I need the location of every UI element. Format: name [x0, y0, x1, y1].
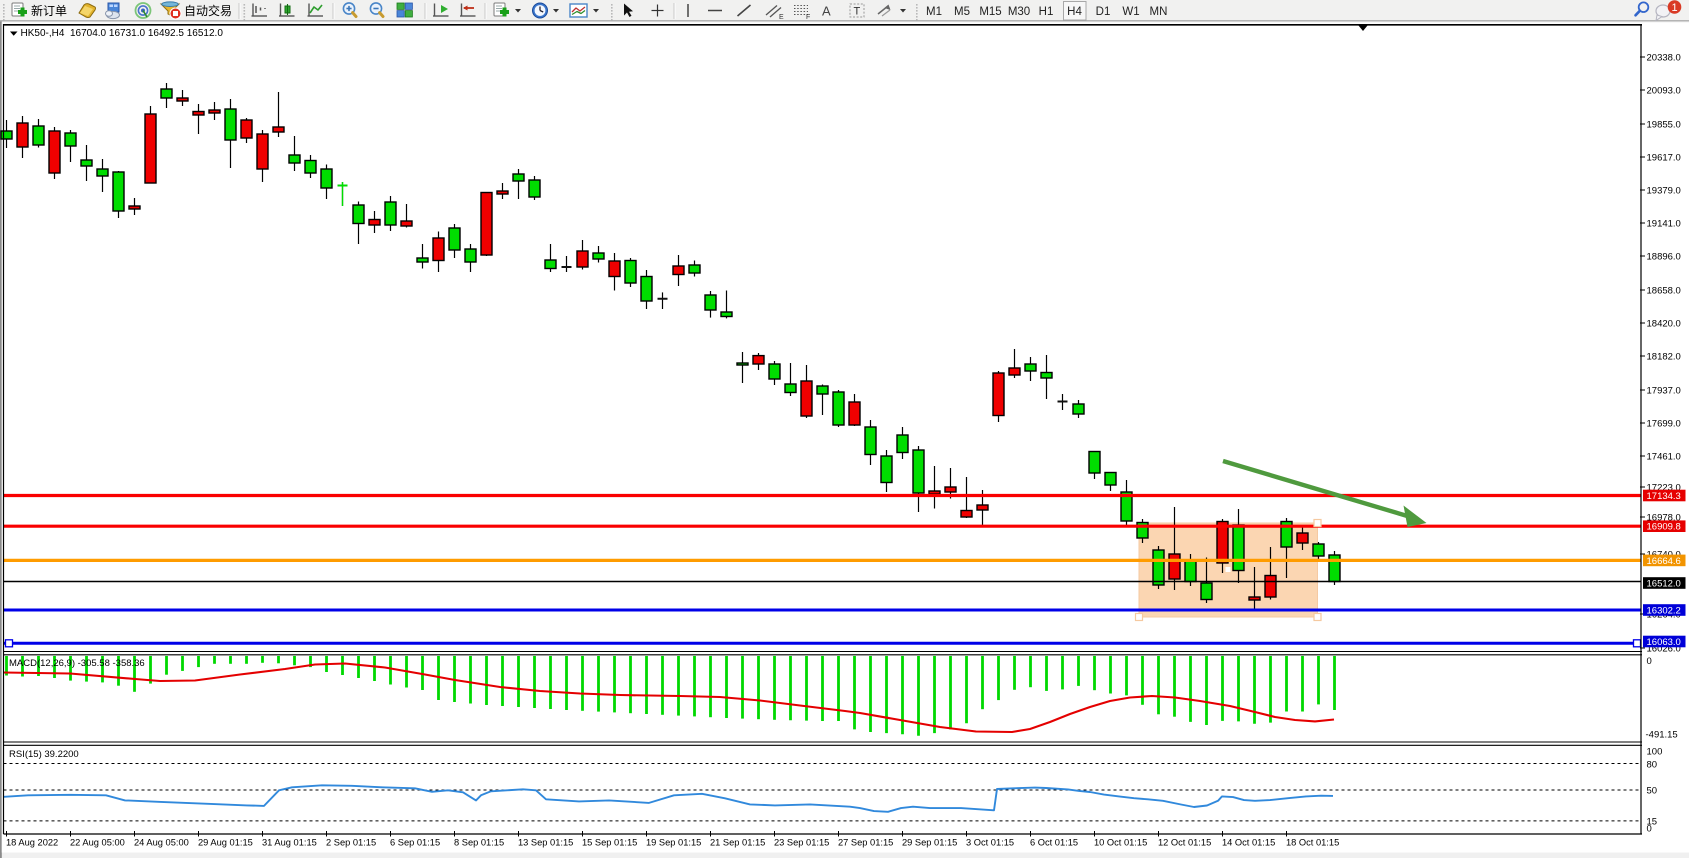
svg-text:22 Aug 05:00: 22 Aug 05:00 [70, 838, 125, 848]
svg-text:HK50-,H4 16704.0 16731.0 1649: HK50-,H4 16704.0 16731.0 16492.5 16512.0 [21, 28, 224, 39]
svg-text:12 Oct 01:15: 12 Oct 01:15 [1158, 838, 1211, 848]
svg-text:20093.0: 20093.0 [1647, 85, 1681, 96]
svg-text:17461.0: 17461.0 [1647, 451, 1681, 462]
svg-text:0: 0 [1647, 823, 1652, 834]
svg-text:19617.0: 19617.0 [1647, 152, 1681, 163]
svg-text:16063.0: 16063.0 [1647, 637, 1681, 648]
svg-text:19 Sep 01:15: 19 Sep 01:15 [646, 838, 701, 848]
svg-text:RSI(15) 39.2200: RSI(15) 39.2200 [9, 749, 79, 760]
svg-text:29 Sep 01:15: 29 Sep 01:15 [902, 838, 957, 848]
svg-text:16978.0: 16978.0 [1647, 512, 1681, 523]
svg-text:18 Aug 2022: 18 Aug 2022 [6, 838, 58, 848]
svg-text:19855.0: 19855.0 [1647, 119, 1681, 130]
svg-text:17699.0: 17699.0 [1647, 418, 1681, 429]
svg-text:F: F [806, 14, 810, 21]
svg-text:6 Oct 01:15: 6 Oct 01:15 [1030, 838, 1078, 848]
svg-text:19141.0: 19141.0 [1647, 218, 1681, 229]
svg-text:17223.0: 17223.0 [1647, 482, 1681, 493]
svg-text:1: 1 [1671, 2, 1677, 14]
svg-text:29 Aug 01:15: 29 Aug 01:15 [198, 838, 253, 848]
svg-text:新订单: 新订单 [31, 3, 67, 18]
svg-text:20338.0: 20338.0 [1647, 52, 1681, 63]
svg-text:E: E [779, 14, 784, 21]
svg-text:16026.0: 16026.0 [1647, 643, 1681, 654]
svg-text:2 Sep 01:15: 2 Sep 01:15 [326, 838, 376, 848]
svg-text:23 Sep 01:15: 23 Sep 01:15 [774, 838, 829, 848]
svg-text:13 Sep 01:15: 13 Sep 01:15 [518, 838, 573, 848]
svg-text:18896.0: 18896.0 [1647, 251, 1681, 262]
svg-text:16302.2: 16302.2 [1647, 605, 1681, 616]
svg-text:MACD(12,26,9) -305.58 -358.36: MACD(12,26,9) -305.58 -358.36 [9, 658, 145, 669]
svg-text:-491.15: -491.15 [1646, 729, 1678, 740]
svg-text:M1: M1 [926, 6, 942, 18]
svg-text:27 Sep 01:15: 27 Sep 01:15 [838, 838, 893, 848]
svg-text:100: 100 [1647, 746, 1663, 757]
svg-text:W1: W1 [1122, 6, 1139, 18]
svg-text:17937.0: 17937.0 [1647, 385, 1681, 396]
svg-text:H4: H4 [1067, 6, 1082, 18]
svg-text:自动交易: 自动交易 [184, 3, 232, 18]
svg-text:16512.0: 16512.0 [1647, 578, 1681, 589]
svg-text:17134.3: 17134.3 [1647, 491, 1681, 502]
svg-text:18182.0: 18182.0 [1647, 351, 1681, 362]
svg-text:M5: M5 [954, 6, 970, 18]
svg-text:31 Aug 01:15: 31 Aug 01:15 [262, 838, 317, 848]
svg-text:19379.0: 19379.0 [1647, 185, 1681, 196]
svg-text:24 Aug 05:00: 24 Aug 05:00 [134, 838, 189, 848]
svg-text:6 Sep 01:15: 6 Sep 01:15 [390, 838, 440, 848]
svg-text:18658.0: 18658.0 [1647, 285, 1681, 296]
svg-text:M30: M30 [1008, 6, 1030, 18]
svg-text:80: 80 [1647, 759, 1658, 770]
svg-text:0: 0 [1647, 656, 1652, 667]
svg-text:8 Sep 01:15: 8 Sep 01:15 [454, 838, 504, 848]
svg-text:D1: D1 [1096, 6, 1111, 18]
svg-text:50: 50 [1647, 785, 1658, 796]
svg-text:16664.6: 16664.6 [1647, 556, 1681, 567]
svg-text:18 Oct 01:15: 18 Oct 01:15 [1286, 838, 1339, 848]
svg-text:21 Sep 01:15: 21 Sep 01:15 [710, 838, 765, 848]
svg-text:M15: M15 [979, 6, 1001, 18]
svg-text:10 Oct 01:15: 10 Oct 01:15 [1094, 838, 1147, 848]
svg-text:18420.0: 18420.0 [1647, 318, 1681, 329]
svg-text:14 Oct 01:15: 14 Oct 01:15 [1222, 838, 1275, 848]
svg-text:A: A [822, 4, 831, 19]
svg-text:T: T [854, 6, 861, 18]
svg-text:16909.8: 16909.8 [1647, 522, 1681, 533]
svg-text:MN: MN [1150, 6, 1168, 18]
svg-text:3 Oct 01:15: 3 Oct 01:15 [966, 838, 1014, 848]
svg-text:H1: H1 [1039, 6, 1054, 18]
svg-text:15: 15 [1647, 816, 1658, 827]
svg-text:15 Sep 01:15: 15 Sep 01:15 [582, 838, 637, 848]
